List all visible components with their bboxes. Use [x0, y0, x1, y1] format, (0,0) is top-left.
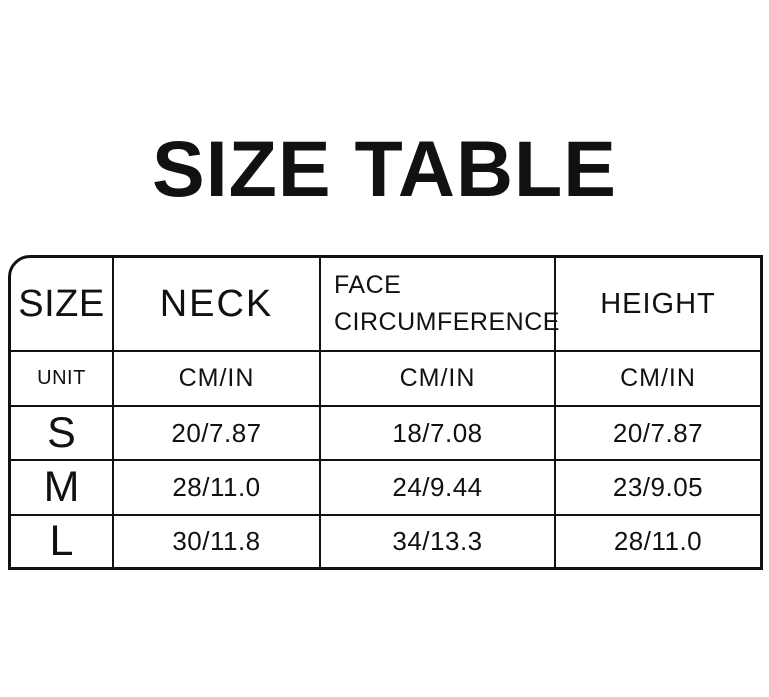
- unit-cell-neck: CM/IN: [114, 352, 321, 407]
- header-cell-height: HEIGHT: [556, 258, 760, 352]
- value-s-neck: 20/7.87: [114, 407, 321, 461]
- value-l-neck: 30/11.8: [114, 516, 321, 567]
- value-m-height: 23/9.05: [556, 461, 760, 516]
- header-cell-face-circumference: FACE CIRCUMFERENCE: [321, 258, 559, 352]
- value-l-face-circumference: 34/13.3: [321, 516, 556, 567]
- size-label-s: S: [11, 407, 114, 461]
- unit-cell-face-circumference: CM/IN: [321, 352, 556, 407]
- value-m-face-circumference: 24/9.44: [321, 461, 556, 516]
- unit-row-label: UNIT: [11, 352, 114, 407]
- value-m-neck: 28/11.0: [114, 461, 321, 516]
- header-cell-neck: NECK: [114, 258, 321, 352]
- size-label-m: M: [11, 461, 114, 516]
- header-cell-size: SIZE: [11, 258, 114, 352]
- value-l-height: 28/11.0: [613, 526, 703, 556]
- size-label-l: L: [11, 516, 114, 567]
- value-s-height: 20/7.87: [556, 407, 760, 461]
- page-title: SIZE TABLE: [152, 124, 617, 213]
- value-s-face-circumference: 18/7.08: [321, 407, 556, 461]
- size-table: SIZE NECK FACE CIRCUMFERENCE HEIGHT UNIT…: [8, 255, 763, 570]
- unit-cell-height: CM/IN: [556, 352, 760, 407]
